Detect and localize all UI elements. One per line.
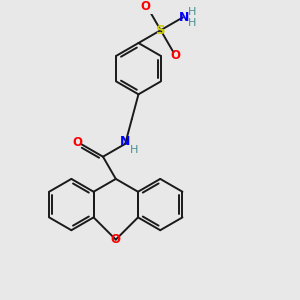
Text: O: O (170, 49, 180, 62)
Text: H: H (130, 145, 138, 154)
Text: O: O (111, 233, 121, 246)
Text: S: S (156, 24, 166, 37)
Text: N: N (179, 11, 190, 24)
Text: O: O (72, 136, 82, 149)
Text: H: H (188, 18, 196, 28)
Text: H: H (188, 7, 196, 17)
Text: O: O (140, 0, 150, 13)
Text: N: N (120, 134, 130, 148)
